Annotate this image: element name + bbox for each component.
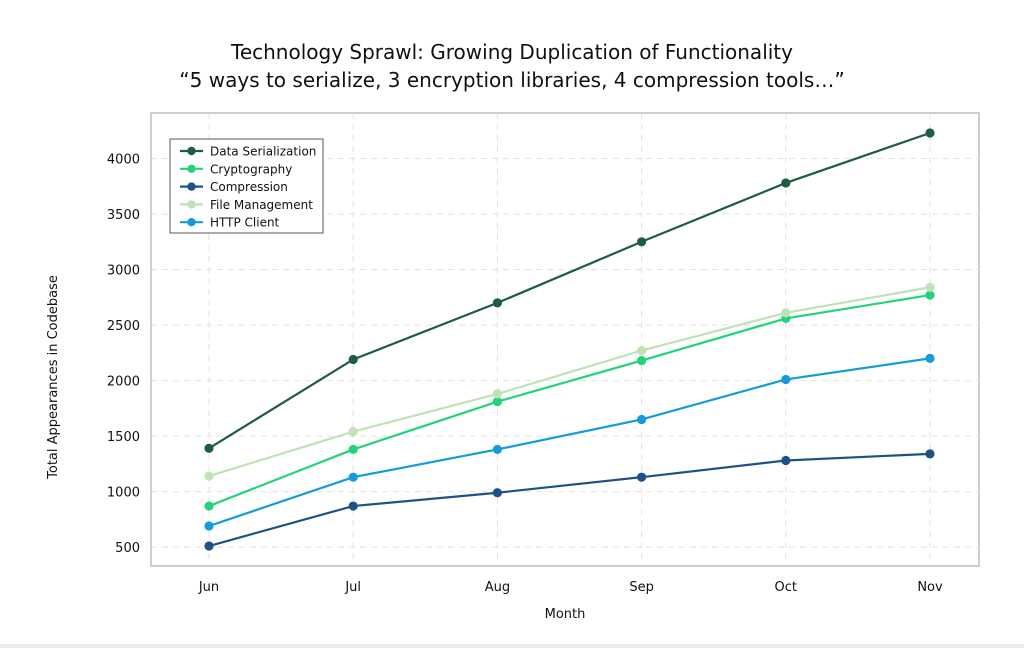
data-point — [925, 282, 935, 292]
y-axis-label: Total Appearances in Codebase — [46, 275, 61, 480]
legend-label: HTTP Client — [210, 216, 280, 230]
series-data-serialization — [204, 128, 935, 453]
x-tick-label: Sep — [629, 580, 654, 595]
series-line — [208, 286, 931, 478]
series-cryptography — [204, 290, 935, 511]
data-point — [925, 128, 935, 138]
data-point — [781, 178, 791, 188]
data-point — [204, 521, 214, 531]
series-compression — [204, 449, 935, 551]
data-point — [348, 472, 358, 482]
x-tick-label: Oct — [775, 580, 797, 595]
data-point — [492, 488, 502, 498]
series-line — [208, 357, 931, 528]
legend-label: Cryptography — [210, 162, 292, 176]
data-point — [348, 501, 358, 511]
data-point — [204, 471, 214, 481]
data-point — [348, 354, 358, 365]
data-point — [925, 353, 935, 363]
series-line — [208, 294, 931, 508]
y-tick-label: 1000 — [107, 486, 140, 501]
data-point — [637, 414, 647, 425]
y-tick-label: 2000 — [107, 375, 140, 390]
legend-entry: HTTP Client — [180, 216, 280, 230]
data-point — [204, 501, 214, 511]
legend-box — [169, 138, 324, 234]
x-tick-label: Jul — [344, 580, 361, 595]
series-group — [204, 128, 935, 551]
legend-dot-marker — [187, 218, 196, 227]
y-tick-label: 2500 — [107, 319, 140, 334]
data-point — [637, 237, 647, 247]
series-http-client — [204, 353, 935, 531]
data-point — [637, 346, 647, 356]
data-point — [781, 308, 791, 318]
data-point — [348, 444, 358, 455]
data-point — [492, 397, 502, 407]
y-tick-label: 3000 — [107, 264, 140, 279]
series-file-management — [204, 282, 935, 481]
chart-subtitle: “5 ways to serialize, 3 encryption libra… — [179, 68, 845, 92]
legend-dot-marker — [187, 164, 196, 173]
chart-title: Technology Sprawl: Growing Duplication o… — [231, 40, 793, 64]
data-point — [781, 455, 791, 466]
x-tick-label: Jun — [198, 580, 219, 595]
y-tick-label: 3500 — [107, 208, 140, 223]
series-line — [208, 131, 931, 450]
data-point — [925, 290, 935, 300]
x-axis-label: Month — [545, 607, 586, 622]
legend-dot-marker — [187, 200, 196, 209]
data-point — [925, 449, 935, 459]
legend-label: Compression — [210, 180, 288, 194]
data-point — [637, 472, 647, 482]
data-point — [204, 443, 214, 453]
x-tick-label: Aug — [485, 580, 510, 595]
x-axis-ticks: Jun Jul Aug Sep Oct Nov — [198, 580, 943, 595]
legend-dot-marker — [187, 182, 196, 191]
legend-entry: Compression — [180, 180, 288, 194]
data-point — [492, 389, 502, 399]
data-point — [348, 427, 358, 437]
legend-dot-marker — [187, 146, 196, 156]
data-point — [492, 298, 502, 308]
x-tick-label: Nov — [917, 580, 943, 595]
y-axis-ticks: 500 1000 1500 2000 2500 3000 3500 4000 — [107, 153, 140, 557]
y-tick-label: 4000 — [107, 153, 140, 168]
legend-label: Data Serialization — [210, 145, 316, 159]
legend: Data Serialization Cryptography Compressio… — [169, 138, 324, 234]
data-point — [781, 374, 791, 385]
data-point — [637, 355, 647, 366]
series-line — [208, 452, 931, 548]
legend-entry: Cryptography — [180, 162, 292, 176]
data-point — [204, 541, 214, 551]
data-point — [492, 444, 502, 455]
window-bottom-edge — [0, 644, 1024, 648]
y-tick-label: 500 — [115, 541, 140, 556]
legend-entry: File Management — [180, 198, 313, 212]
y-tick-label: 1500 — [107, 430, 140, 445]
legend-entry: Data Serialization — [180, 145, 316, 159]
plot-area — [150, 112, 980, 567]
legend-label: File Management — [210, 198, 313, 212]
